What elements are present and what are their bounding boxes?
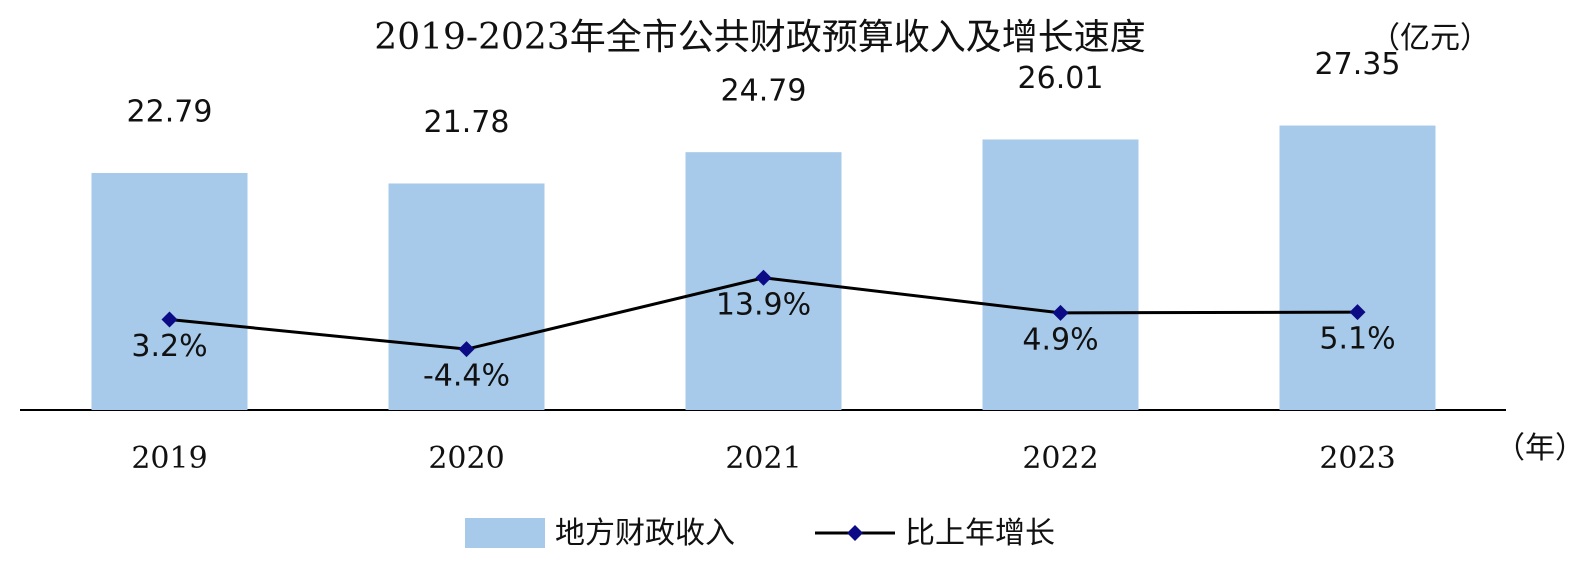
x-tick-label: 2019 [131, 441, 207, 476]
legend-label: 比上年增长 [905, 516, 1055, 551]
legend-swatch [465, 518, 545, 548]
chart-title: 2019-2023年全市公共财政预算收入及增长速度 [374, 17, 1145, 58]
legend-label: 地方财政收入 [555, 516, 735, 551]
legend-marker [847, 525, 863, 541]
bar-value-label: 26.01 [1018, 61, 1104, 96]
bar [982, 139, 1139, 410]
x-tick-label: 2023 [1319, 441, 1395, 476]
x-tick-label: 2021 [725, 441, 801, 476]
y-axis-unit: （亿元） [1370, 21, 1490, 56]
bar [91, 172, 248, 410]
bar-value-label: 21.78 [424, 105, 510, 140]
bar-value-label: 24.79 [721, 74, 807, 109]
line-value-label: 13.9% [716, 287, 811, 322]
line-marker [755, 269, 772, 286]
x-axis-unit: （年） [1495, 431, 1585, 466]
line-marker [1349, 304, 1366, 321]
x-tick-label: 2022 [1022, 441, 1098, 476]
line-value-label: -4.4% [423, 359, 510, 394]
line-value-label: 4.9% [1022, 322, 1098, 357]
bar [388, 183, 545, 410]
bar-value-label: 27.35 [1315, 47, 1401, 82]
bar [1279, 125, 1436, 410]
line-marker [458, 341, 475, 358]
line-value-label: 3.2% [131, 329, 207, 364]
bar-value-label: 22.79 [127, 94, 213, 129]
line-marker [1052, 304, 1069, 321]
line-marker [161, 311, 178, 328]
line-value-label: 5.1% [1319, 322, 1395, 357]
x-tick-label: 2020 [428, 441, 504, 476]
